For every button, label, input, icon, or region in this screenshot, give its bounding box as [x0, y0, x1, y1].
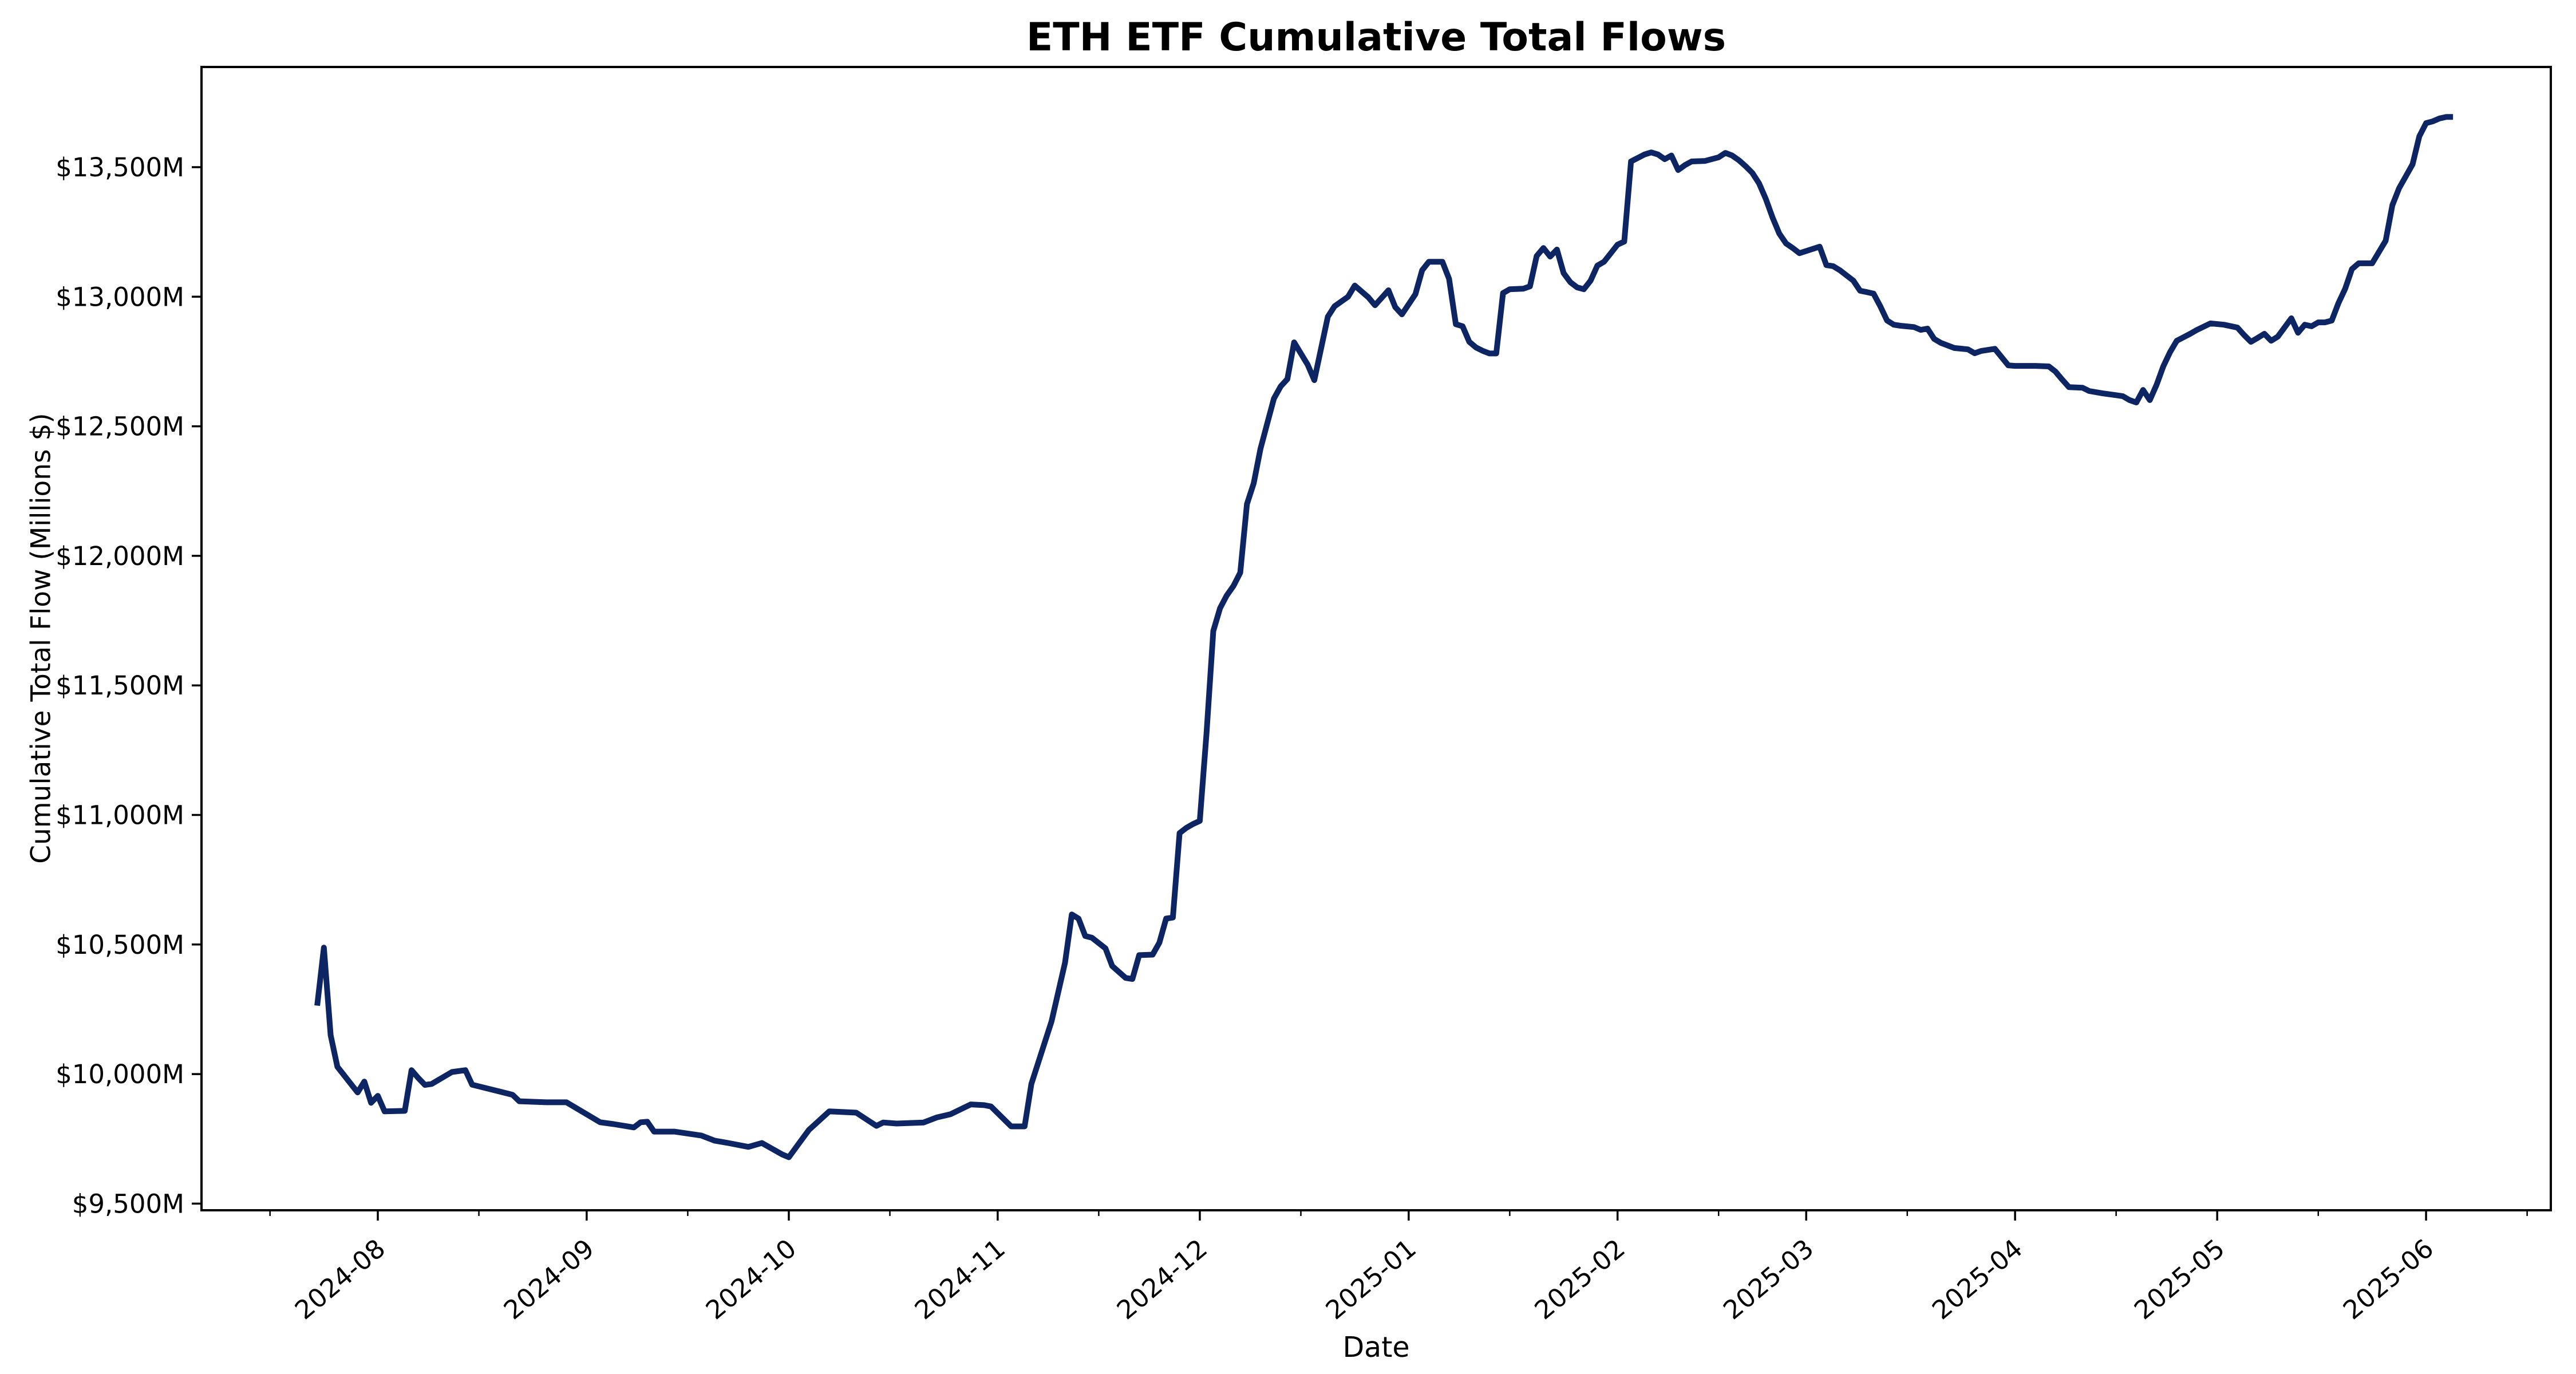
y-tick-label: $13,000M [56, 282, 184, 312]
y-tick-label: $10,000M [56, 1059, 184, 1089]
y-tick-label: $9,500M [72, 1189, 184, 1219]
y-tick-label: $12,500M [56, 412, 184, 442]
y-tick-label: $11,500M [56, 670, 184, 701]
tick-marks [192, 166, 2528, 1221]
x-tick-label: 2025-02 [1529, 1233, 1631, 1325]
x-tick-label: 2024-11 [909, 1233, 1011, 1325]
x-tick-label: 2025-05 [2128, 1233, 2230, 1325]
y-axis-label: Cumulative Total Flow (Millions $) [25, 413, 57, 864]
plot-border [200, 66, 2552, 1211]
flows-line [314, 114, 2453, 1160]
y-tick-label: $10,500M [56, 930, 184, 960]
axes [200, 66, 2552, 1211]
x-tick-label: 2024-10 [700, 1233, 802, 1325]
x-axis-label: Date [1342, 1331, 1410, 1364]
x-tick-label: 2024-09 [498, 1233, 600, 1325]
x-tick-label: 2025-04 [1926, 1233, 2028, 1325]
tick-labels: $9,500M $10,000M $10,500M $11,000M $11,500M $… [56, 152, 2439, 1325]
x-tick-label: 2025-03 [1717, 1233, 1819, 1325]
x-tick-label: 2025-01 [1320, 1233, 1422, 1325]
x-tick-label: 2024-12 [1111, 1233, 1213, 1325]
x-tick-label: 2024-08 [289, 1233, 391, 1325]
y-tick-label: $12,000M [56, 541, 184, 571]
y-tick-label: $13,500M [56, 152, 184, 183]
chart-title: ETH ETF Cumulative Total Flows [1026, 15, 1726, 60]
y-tick-label: $11,000M [56, 800, 184, 831]
x-tick-label: 2025-06 [2337, 1233, 2439, 1325]
